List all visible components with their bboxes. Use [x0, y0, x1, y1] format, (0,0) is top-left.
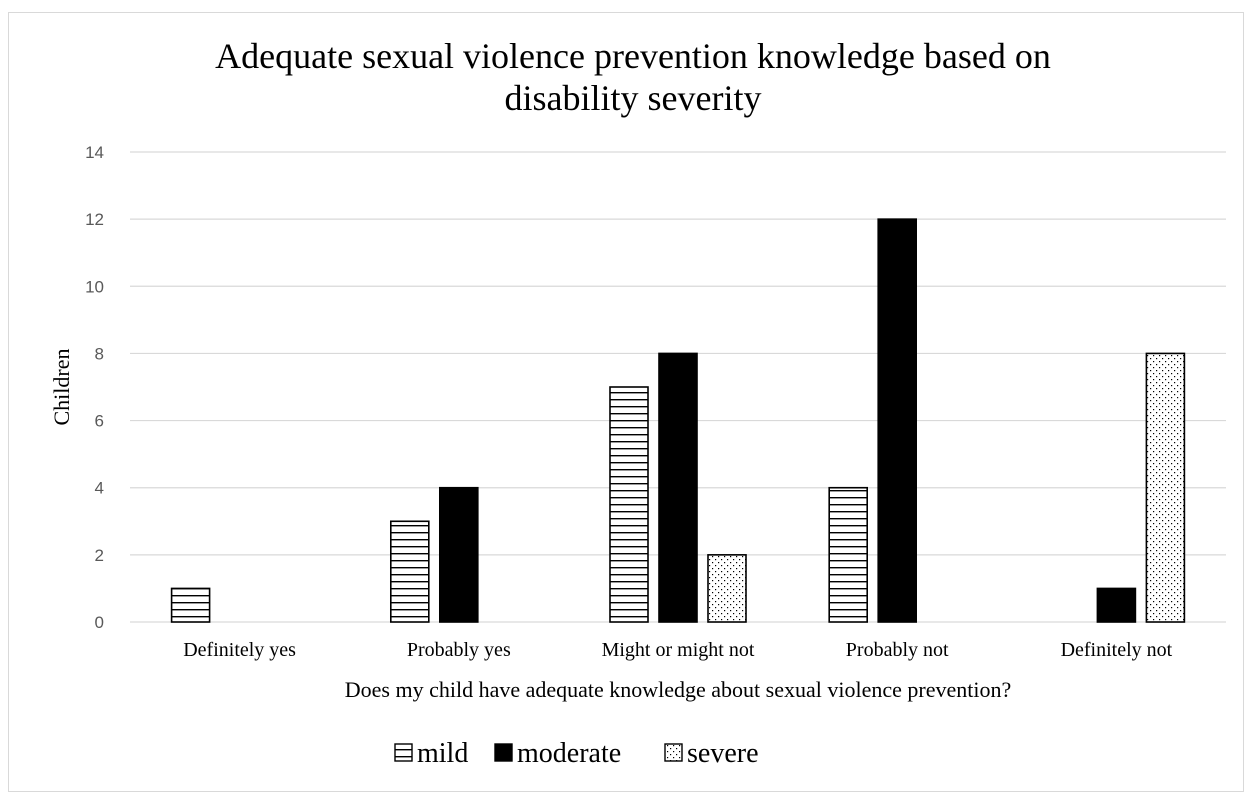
legend-swatch-mild [394, 743, 413, 762]
bar-severe-4 [1145, 352, 1186, 623]
legend: mild moderate severe [394, 738, 759, 769]
chart-title-line-1: Adequate sexual violence prevention know… [215, 36, 1051, 76]
legend-swatch-severe [664, 743, 683, 762]
x-tick-label: Might or might not [602, 639, 755, 661]
y-tick-label: 6 [95, 412, 104, 431]
bar-mild-0 [170, 587, 211, 623]
bar-moderate-4 [1096, 587, 1137, 623]
bar-mild-3 [828, 486, 869, 623]
chart-title-line-2: disability severity [505, 78, 762, 118]
y-tick-label: 10 [85, 277, 104, 296]
legend-swatch-moderate [494, 743, 513, 762]
bar-mild-1 [389, 520, 430, 623]
x-tick-label: Probably yes [407, 639, 511, 661]
y-tick-label: 2 [95, 546, 104, 565]
legend-label-moderate: moderate [517, 738, 621, 769]
y-axis-label: Children [49, 349, 74, 426]
legend-label-severe: severe [687, 738, 759, 769]
bar-moderate-3 [877, 218, 918, 623]
bar-severe-2 [707, 554, 747, 623]
x-tick-label: Probably not [846, 639, 949, 661]
bars [170, 218, 1186, 623]
bar-mild-2 [609, 386, 649, 623]
x-tick-label: Definitely yes [183, 639, 296, 661]
bar-moderate-1 [438, 486, 479, 623]
y-tick-label: 0 [95, 613, 104, 632]
bar-moderate-2 [658, 352, 698, 623]
legend-label-mild: mild [417, 738, 468, 769]
x-axis-label: Does my child have adequate knowledge ab… [345, 677, 1012, 702]
x-tick-label: Definitely not [1061, 639, 1173, 661]
y-tick-label: 8 [95, 344, 104, 363]
x-axis-ticks: Definitely yes Probably yes Might or might… [183, 639, 1172, 661]
y-tick-label: 4 [95, 479, 104, 498]
y-tick-label: 14 [85, 143, 104, 162]
y-axis-ticks: 0 2 4 6 8 10 12 14 [85, 143, 104, 632]
y-tick-label: 12 [85, 210, 104, 229]
